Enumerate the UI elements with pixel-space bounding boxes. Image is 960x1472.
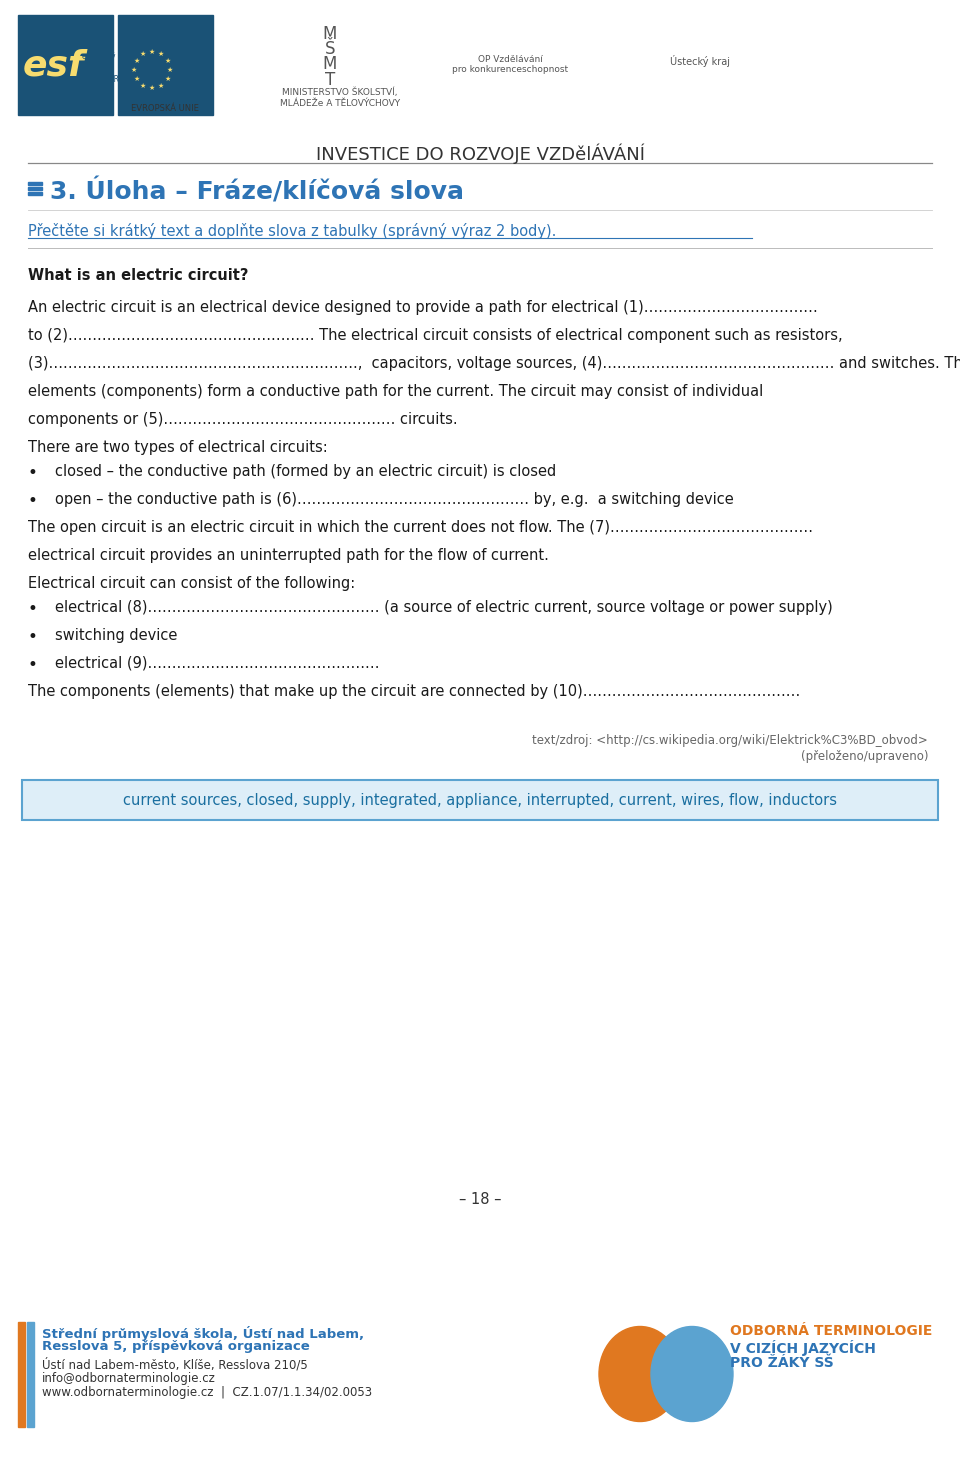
Text: ★: ★ — [149, 49, 156, 54]
Text: esf: esf — [23, 49, 84, 82]
Text: M
Š
M
T: M Š M T — [323, 25, 337, 88]
Text: electrical (8)………………………………………… (a source of electric current, source voltage or : electrical (8)………………………………………… (a source… — [55, 601, 832, 615]
Bar — [28, 183, 42, 185]
FancyBboxPatch shape — [22, 780, 938, 820]
Text: ★: ★ — [164, 77, 171, 82]
Text: open – the conductive path is (6)………………………………………… by, e.g.  a switching device: open – the conductive path is (6)…………………… — [55, 492, 733, 506]
Text: Střední prŭmyslová škola, Ústí nad Labem,: Střední prŭmyslová škola, Ústí nad Labem… — [42, 1326, 364, 1341]
Text: electrical (9)…………………………………………: electrical (9)………………………………………… — [55, 657, 379, 671]
Bar — [28, 187, 42, 190]
Text: evropský
sociální
fond v ČR: evropský sociální fond v ČR — [82, 52, 119, 84]
Text: INVESTICE DO ROZVOJE VZDělÁVÁNÍ: INVESTICE DO ROZVOJE VZDělÁVÁNÍ — [316, 143, 644, 163]
Text: PRO ŽÁKY SŠ: PRO ŽÁKY SŠ — [730, 1356, 833, 1370]
Text: www.odbornaterminologie.cz  |  CZ.1.07/1.1.34/02.0053: www.odbornaterminologie.cz | CZ.1.07/1.1… — [42, 1387, 372, 1398]
Bar — [18, 15, 113, 115]
Text: An electric circuit is an electrical device designed to provide a path for elect: An electric circuit is an electrical dev… — [28, 300, 818, 315]
Text: What is an electric circuit?: What is an electric circuit? — [28, 268, 249, 283]
Text: ★: ★ — [133, 77, 139, 82]
Text: ODBORNÁ TERMINOLOGIE: ODBORNÁ TERMINOLOGIE — [730, 1323, 932, 1338]
Text: •: • — [28, 464, 37, 481]
Text: closed – the conductive path (formed by an electric circuit) is closed: closed – the conductive path (formed by … — [55, 464, 556, 478]
Text: Ústecký kraj: Ústecký kraj — [670, 54, 730, 68]
Text: •: • — [28, 601, 37, 618]
Ellipse shape — [651, 1326, 733, 1422]
Text: ★: ★ — [164, 57, 171, 63]
Text: switching device: switching device — [55, 629, 178, 643]
Text: There are two types of electrical circuits:: There are two types of electrical circui… — [28, 440, 327, 455]
Bar — [118, 15, 213, 115]
Text: •: • — [28, 629, 37, 646]
Text: ★: ★ — [149, 85, 156, 91]
Text: ★: ★ — [167, 68, 173, 74]
Text: 3. Úloha – Fráze/klíčová slova: 3. Úloha – Fráze/klíčová slova — [50, 178, 464, 205]
Text: Přečtěte si krátký text a doplňte slova z tabulky (správný výraz 2 body).: Přečtěte si krátký text a doplňte slova … — [28, 222, 557, 238]
Text: The components (elements) that make up the circuit are connected by (10)……………………: The components (elements) that make up t… — [28, 684, 801, 699]
Text: •: • — [28, 492, 37, 509]
Text: Electrical circuit can consist of the following:: Electrical circuit can consist of the fo… — [28, 576, 355, 590]
Text: ★: ★ — [140, 52, 146, 57]
Text: ★: ★ — [157, 52, 164, 57]
Text: (přeloženo/upraveno): (přeloženo/upraveno) — [801, 751, 928, 762]
Text: ★: ★ — [131, 68, 137, 74]
Text: MINISTERSTVO ŠKOLSTVÍ,
MLÁDEŽe A TĚLOVÝCHOVY: MINISTERSTVO ŠKOLSTVÍ, MLÁDEŽe A TĚLOVÝC… — [280, 88, 400, 107]
Text: Ústí nad Labem-město, Klíše, Resslova 210/5: Ústí nad Labem-město, Klíše, Resslova 21… — [42, 1359, 308, 1372]
Text: ★: ★ — [133, 57, 139, 63]
Text: EVROPSKÁ UNIE: EVROPSKÁ UNIE — [132, 105, 199, 113]
Text: The open circuit is an electric circuit in which the current does not flow. The : The open circuit is an electric circuit … — [28, 520, 813, 534]
Text: Resslova 5, příspěvková organizace: Resslova 5, příspěvková organizace — [42, 1340, 310, 1353]
Bar — [27, 1322, 34, 1426]
Text: OP Vzdělávání
pro konkurenceschopnost: OP Vzdělávání pro konkurenceschopnost — [452, 54, 568, 75]
Bar — [18, 1322, 25, 1426]
Text: – 18 –: – 18 – — [459, 1192, 501, 1207]
Text: ★: ★ — [157, 82, 164, 88]
Text: components or (5)………………………………………… circuits.: components or (5)………………………………………… circui… — [28, 412, 458, 427]
Text: (3)……………………………………………………….,  capacitors, voltage sources, (4)………………………………………… and: (3)………………………………………………………., capacitors, v… — [28, 356, 960, 371]
Text: ★: ★ — [140, 82, 146, 88]
Ellipse shape — [599, 1326, 681, 1422]
Text: •: • — [28, 657, 37, 674]
Text: V CIZÍCH JAZYCÍCH: V CIZÍCH JAZYCÍCH — [730, 1340, 876, 1356]
Bar — [28, 191, 42, 194]
Text: to (2)…………………………………………… The electrical circuit consists of electrical component : to (2)…………………………………………… The electrical c… — [28, 328, 843, 343]
Text: electrical circuit provides an uninterrupted path for the flow of current.: electrical circuit provides an uninterru… — [28, 548, 549, 562]
Text: text/zdroj: <http://cs.wikipedia.org/wiki/Elektrick%C3%BD_obvod>: text/zdroj: <http://cs.wikipedia.org/wik… — [532, 735, 928, 746]
Text: info@odbornaterminologie.cz: info@odbornaterminologie.cz — [42, 1372, 216, 1385]
Text: elements (components) form a conductive path for the current. The circuit may co: elements (components) form a conductive … — [28, 384, 763, 399]
Text: current sources, closed, supply, integrated, appliance, interrupted, current, wi: current sources, closed, supply, integra… — [123, 792, 837, 808]
